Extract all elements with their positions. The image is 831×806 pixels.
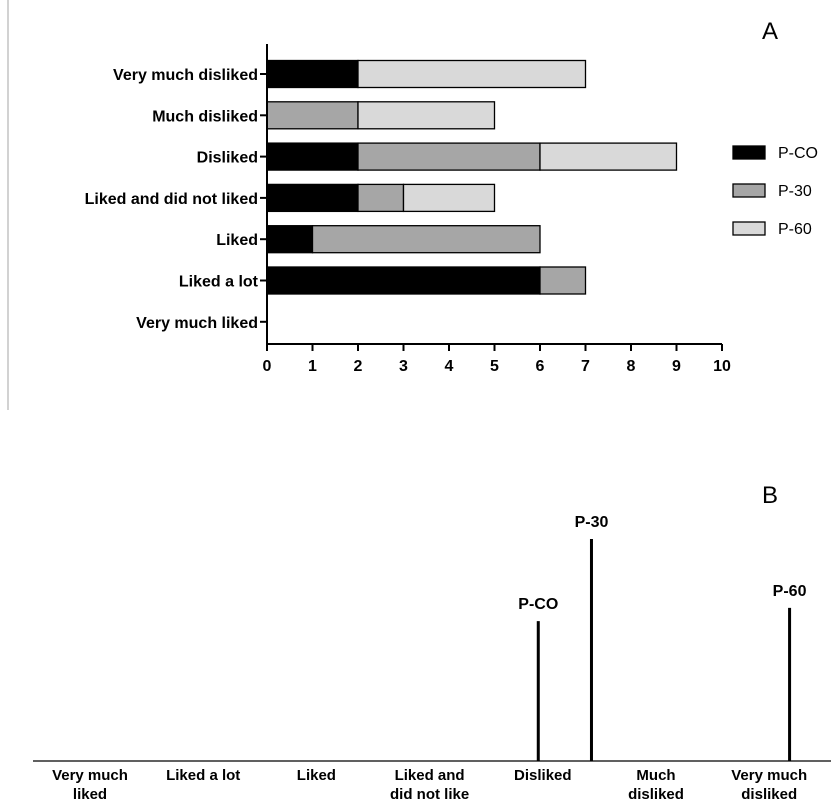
chart-a-bars (266, 59, 678, 295)
x-tick-label: 6 (536, 358, 545, 375)
b-category-label-liked-and-did-not-like: Liked and did not like (390, 767, 469, 803)
legend-label-p-30: P-30 (778, 183, 812, 200)
legend-label-p-co: P-CO (778, 145, 818, 162)
needle-label-p-60: P-60 (773, 583, 807, 600)
x-tick-label: 0 (263, 358, 272, 375)
b-category-label-line: Liked and (395, 767, 465, 784)
legend-swatch-p-co (732, 145, 766, 160)
b-category-liked-a-lot: Liked a lot (166, 767, 240, 784)
bar-disliked-p-60 (539, 142, 678, 171)
b-category-label-line: disliked (628, 786, 684, 803)
category-label-very-much-liked: Very much liked (136, 315, 258, 332)
legend-swatch-p-30 (732, 183, 766, 198)
bar-liked-and-did-not-liked-p-30 (357, 183, 405, 213)
b-category-very-much-liked: Very much liked (52, 767, 128, 803)
x-tick-label: 1 (308, 358, 317, 375)
chart-a-legend: P-CO P-30 P-60 (732, 145, 818, 238)
category-label-liked: Liked (216, 232, 258, 249)
legend-label-p-60: P-60 (778, 221, 812, 238)
panel-a-letter: A (762, 18, 778, 45)
x-tick-label: 10 (713, 358, 731, 375)
b-category-label-line: Very much (731, 767, 807, 784)
b-category-label-much-disliked: Much disliked (628, 767, 684, 803)
bar-liked-p-co (266, 225, 314, 254)
x-tick-label: 5 (490, 358, 499, 375)
x-tick-label: 8 (627, 358, 636, 375)
bar-liked-and-did-not-liked-p-co (266, 183, 359, 213)
b-category-much-disliked: Much disliked (628, 767, 684, 803)
chart-a-x-ticks: 0 1 2 3 4 5 6 7 8 9 10 (263, 344, 731, 375)
legend-swatch-p-60 (732, 221, 766, 236)
bar-liked-a-lot-p-co (266, 266, 541, 295)
chart-b-needles: P-CO P-30 P-60 (518, 514, 807, 761)
x-tick-label: 4 (445, 358, 454, 375)
bar-much-disliked-p-60 (357, 101, 496, 130)
b-category-label-very-much-disliked: Very much disliked (731, 767, 807, 803)
b-category-label-line: Much (636, 767, 675, 784)
chart-b: B P-CO P-30 P-60 Very much liked Liked a lot… (33, 482, 831, 803)
bar-much-disliked-p-30 (266, 101, 359, 130)
category-label-very-much-disliked: Very much disliked (113, 67, 258, 84)
x-tick-label: 7 (581, 358, 590, 375)
chart-a: A Very much disliked Much disliked Dislike… (85, 18, 818, 375)
b-category-label-line: did not like (390, 786, 469, 803)
b-category-label-line: liked (73, 786, 107, 803)
x-tick-label: 3 (399, 358, 408, 375)
b-category-liked-and-did-not-like: Liked and did not like (390, 767, 469, 803)
x-tick-label: 9 (672, 358, 681, 375)
b-category-label-line: Liked a lot (166, 767, 240, 784)
category-label-liked-and-did-not-liked: Liked and did not liked (85, 191, 258, 208)
b-category-label-disliked: Disliked (514, 767, 572, 784)
bar-disliked-p-co (266, 142, 359, 171)
bar-liked-p-30 (311, 225, 541, 254)
chart-a-category-labels: Very much disliked Much disliked Disliked L… (85, 67, 267, 332)
b-category-disliked: Disliked (514, 767, 572, 784)
bar-very-much-disliked-p-co (266, 59, 359, 89)
bar-liked-and-did-not-liked-p-60 (402, 183, 496, 213)
b-category-label-line: disliked (741, 786, 797, 803)
x-tick-label: 2 (354, 358, 363, 375)
bar-disliked-p-30 (357, 142, 541, 171)
b-category-label-line: Very much (52, 767, 128, 784)
category-label-much-disliked: Much disliked (152, 108, 258, 125)
category-label-disliked: Disliked (197, 150, 258, 167)
chart-b-category-labels: Very much liked Liked a lot Liked Liked and d… (52, 767, 807, 803)
b-category-label-line: Liked (297, 767, 336, 784)
needle-label-p-co: P-CO (518, 596, 558, 613)
b-category-label-very-much-liked: Very much liked (52, 767, 128, 803)
b-category-liked: Liked (297, 767, 336, 784)
bar-liked-a-lot-p-30 (539, 266, 587, 295)
b-category-label-line: Disliked (514, 767, 572, 784)
b-category-label-liked: Liked (297, 767, 336, 784)
b-category-label-liked-a-lot: Liked a lot (166, 767, 240, 784)
bar-very-much-disliked-p-60 (357, 59, 587, 89)
b-category-very-much-disliked: Very much disliked (731, 767, 807, 803)
panel-b-letter: B (762, 482, 778, 509)
category-label-liked-a-lot: Liked a lot (179, 274, 259, 291)
needle-label-p-30: P-30 (575, 514, 609, 531)
